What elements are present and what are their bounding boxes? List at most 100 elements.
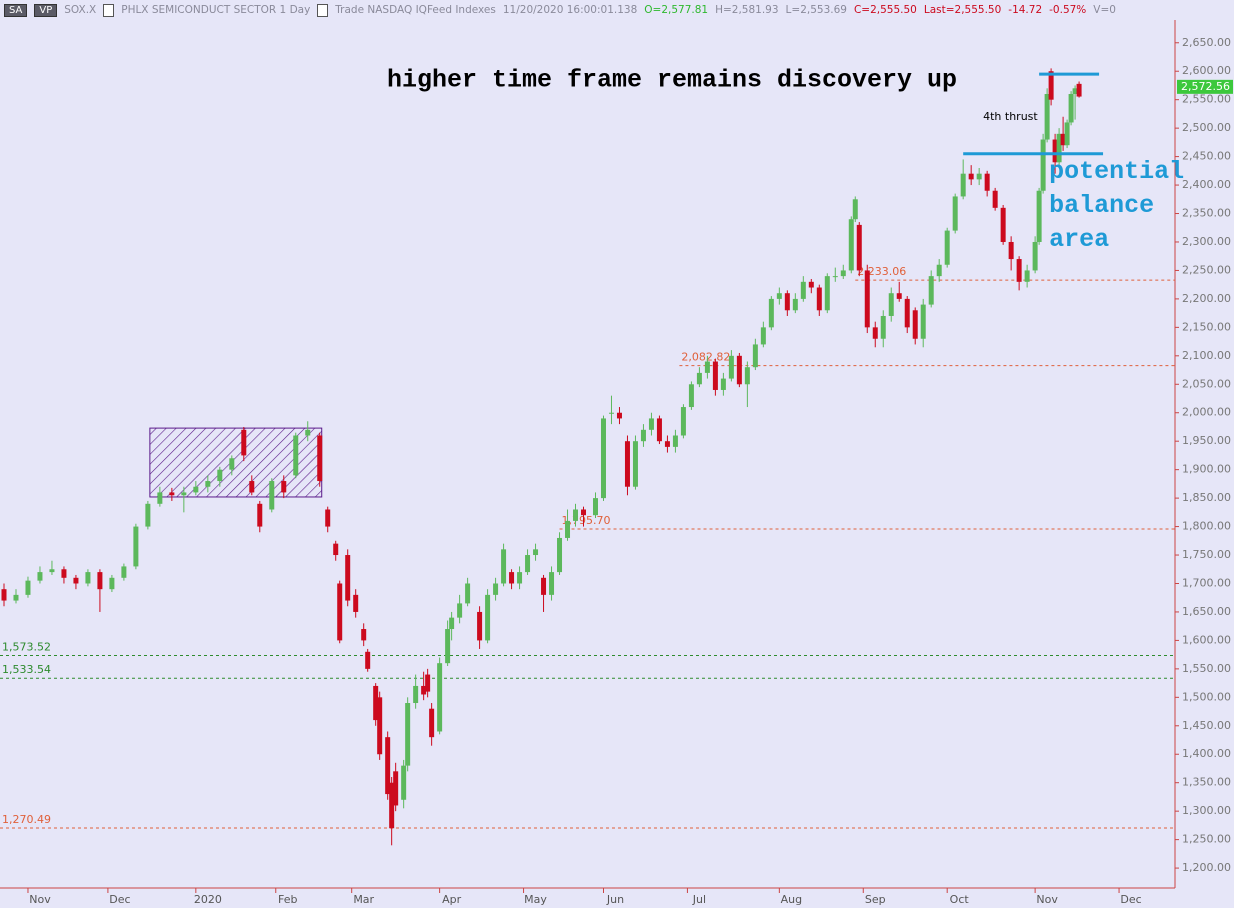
candle-body [632,441,638,487]
candle-body [493,583,499,595]
candle-body [429,708,435,738]
candle-body [624,441,630,487]
y-tick-label: 2,200.00 [1182,292,1231,305]
symbol[interactable]: SOX.X [64,4,97,16]
candle-body [157,492,163,504]
candle-body [229,458,235,470]
annotation: 4th thrust [983,110,1038,123]
candle-body [145,503,151,527]
y-tick-label: 1,350.00 [1182,776,1231,789]
candle-body [712,361,718,390]
candle-body [960,173,966,197]
y-tick-label: 1,700.00 [1182,576,1231,589]
candle-body [1060,133,1066,146]
candle-body [445,629,451,664]
candle-body [25,580,31,595]
y-tick-label: 2,150.00 [1182,320,1231,333]
candle-body [792,298,798,311]
y-tick-label: 1,450.00 [1182,719,1231,732]
candle-body [421,685,427,695]
candle-body [361,629,367,641]
candle-body [401,765,407,800]
candle-body [557,537,563,573]
candle-body [525,555,531,573]
candle-body [257,503,263,527]
candle-body [608,412,614,414]
dropdown[interactable] [103,3,115,17]
annotation: potential balance area [1049,156,1184,253]
x-tick-label: Mar [353,893,374,906]
candle-body [992,190,998,208]
candle-body [640,429,646,442]
y-tick-label: 1,900.00 [1182,463,1231,476]
last-price-box [1177,79,1233,94]
candle-body [672,435,678,447]
high-value: H=2,581.93 [715,4,779,16]
low-value: L=2,553.69 [785,4,847,16]
candle-body [305,429,311,436]
candle-body [968,173,974,180]
candle-body [217,469,223,482]
candle-body [425,674,431,692]
volume: V=0 [1093,4,1116,16]
candle-body [1008,241,1014,260]
y-tick-label: 2,100.00 [1182,349,1231,362]
candle-body [816,287,822,311]
candle-body [109,577,115,590]
candle-body [345,555,351,601]
candle-body [385,737,391,795]
y-tick-label: 1,400.00 [1182,747,1231,760]
candle-body [912,310,918,339]
y-tick-label: 1,550.00 [1182,662,1231,675]
sa-button[interactable]: SA [4,3,28,17]
candle-body [457,603,463,618]
candle-body [389,782,395,829]
x-tick-label: Nov [1036,893,1058,906]
candle-body [13,594,19,601]
candle-body [736,355,742,385]
y-tick-label: 2,500.00 [1182,121,1231,134]
candle-body [944,230,950,265]
change-pct: -0.57% [1049,4,1087,16]
candle-body [1072,88,1078,94]
candle-body [656,418,662,442]
candle-body [181,492,187,496]
vp-button[interactable]: VP [34,3,58,17]
candle-body [648,418,654,430]
candle-body [680,407,686,436]
candle-body [848,219,854,271]
candle-body [413,685,419,704]
candle-body [824,276,830,311]
y-tick-label: 2,650.00 [1182,36,1231,49]
candle-body [325,509,331,527]
y-tick-label: 2,300.00 [1182,235,1231,248]
candle-body [784,293,790,311]
candle-body [1016,259,1022,282]
candle-body [592,498,598,516]
candle-body [1064,122,1070,146]
candle-body [205,481,211,487]
dropdown[interactable] [317,3,329,17]
candle-body [832,276,838,278]
level-label: 2,233.06 [857,265,906,278]
level-label: 2,082.82 [681,351,730,364]
x-tick-label: May [524,893,547,906]
candle-body [688,384,694,408]
y-tick-label: 1,650.00 [1182,605,1231,618]
y-tick-label: 1,200.00 [1182,861,1231,874]
y-tick-label: 2,450.00 [1182,150,1231,163]
candle-body [800,281,806,299]
y-tick-label: 2,550.00 [1182,93,1231,106]
y-tick-label: 1,850.00 [1182,491,1231,504]
candle-body [1024,270,1030,282]
candle-body [952,196,958,231]
candle-body [768,298,774,328]
candle-body [1048,71,1054,100]
candle-body [333,543,339,556]
candle-body [840,270,846,277]
candle-body [856,224,862,271]
y-tick-label: 1,950.00 [1182,434,1231,447]
candle-body [241,429,247,456]
candle-body [744,367,750,385]
